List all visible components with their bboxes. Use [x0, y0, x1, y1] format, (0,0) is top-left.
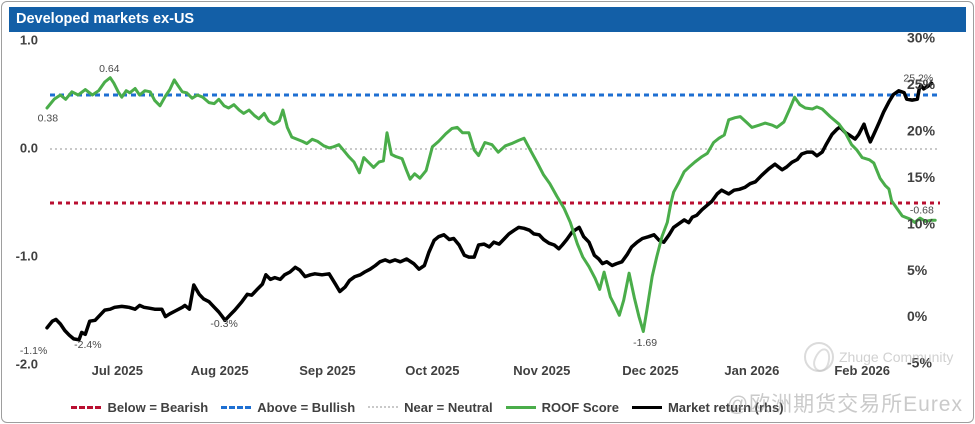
x-axis-label: Oct 2025 — [405, 363, 459, 378]
chart-title: Developed markets ex-US — [16, 11, 195, 27]
x-axis-label: Nov 2025 — [513, 363, 570, 378]
x-axis-label: Feb 2026 — [834, 363, 890, 378]
point-label: -2.4% — [74, 339, 101, 351]
legend-item-bearish-threshold: Below = Bearish — [71, 400, 208, 415]
legend-label: Above = Bullish — [257, 399, 356, 415]
x-axis-label: Dec 2025 — [622, 363, 678, 378]
left-axis-tick: -2.0 — [16, 356, 38, 371]
legend-item-neutral-threshold: Near = Neutral — [368, 400, 493, 415]
legend-item-market-return: Market return (rhs) — [631, 399, 784, 415]
point-label: -0.68 — [910, 204, 934, 216]
point-label: -1.69 — [633, 337, 657, 349]
x-axis-label: Aug 2025 — [191, 363, 249, 378]
legend: Below = Bearish Above = Bullish Near = Neu… — [2, 397, 973, 417]
right-axis-tick: 5% — [907, 262, 928, 278]
point-label: -1.1% — [20, 345, 47, 357]
series-market-return — [45, 81, 934, 342]
legend-item-roof-score: ROOF Score — [505, 399, 619, 415]
x-axis-label: Jan 2026 — [724, 363, 779, 378]
left-axis-tick: -1.0 — [16, 248, 38, 263]
legend-label: Near = Neutral — [404, 399, 493, 415]
right-axis-tick: 20% — [907, 122, 936, 138]
x-axis-label: Sep 2025 — [299, 363, 355, 378]
right-axis-tick: 0% — [907, 308, 928, 324]
series-roof-score — [45, 76, 937, 333]
chart-title-bar: Developed markets ex-US — [9, 7, 966, 32]
point-label: 25.2% — [903, 72, 933, 84]
right-axis-tick: 25% — [907, 76, 936, 92]
left-axis-tick: 0.0 — [20, 140, 38, 155]
bearish-threshold-swatch-icon — [71, 405, 102, 409]
legend-label: Market return (rhs) — [667, 399, 784, 415]
point-label: 0.38 — [38, 113, 59, 125]
point-label: 0.64 — [99, 63, 120, 75]
bullish-threshold-swatch-icon — [221, 405, 252, 409]
right-axis-tick: 10% — [907, 215, 936, 231]
roof-score-swatch-icon — [505, 405, 536, 409]
legend-item-bullish-threshold: Above = Bullish — [221, 400, 355, 415]
legend-label: ROOF Score — [541, 399, 619, 415]
x-axis-label: Jul 2025 — [92, 363, 143, 378]
neutral-threshold-swatch-icon — [368, 406, 399, 408]
right-axis-tick: 15% — [907, 169, 936, 185]
market-return-swatch-icon — [631, 405, 662, 409]
left-axis-tick: 1.0 — [20, 32, 38, 47]
right-axis-tick: -5% — [907, 355, 932, 371]
right-axis-tick: 30% — [907, 29, 936, 45]
legend-label: Below = Bearish — [107, 399, 209, 415]
point-label: -0.3% — [210, 318, 237, 330]
